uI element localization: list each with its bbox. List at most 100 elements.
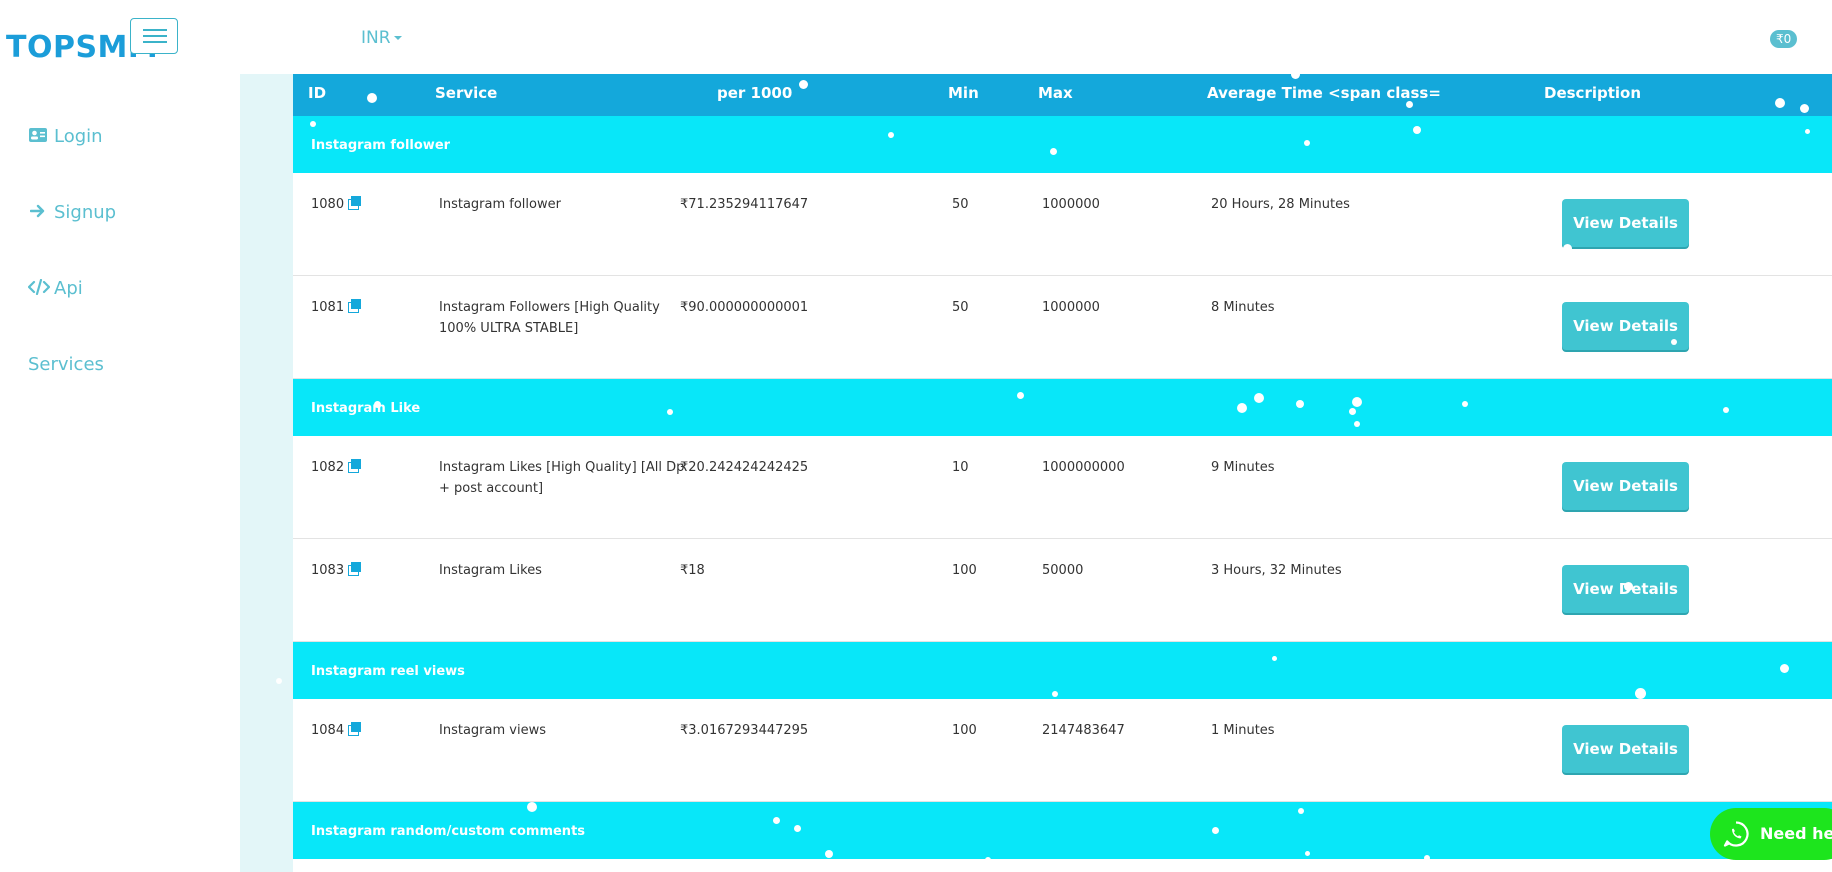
column-header-service: Service [435, 84, 498, 102]
snow-particle [1805, 129, 1810, 134]
copy-icon[interactable] [348, 459, 362, 473]
snow-particle [825, 850, 833, 858]
snow-particle [1291, 70, 1300, 79]
copy-icon[interactable] [348, 562, 362, 576]
snow-particle [374, 401, 381, 408]
service-average-time: 8 Minutes [1211, 300, 1275, 315]
currency-label: INR [361, 28, 391, 48]
service-average-time: 1 Minutes [1211, 723, 1275, 738]
sidebar-item-api[interactable]: Api [27, 278, 83, 299]
snow-particle [773, 817, 780, 824]
snow-particle [1424, 855, 1430, 861]
snow-particle [1406, 101, 1413, 108]
service-id: 1080 [311, 194, 362, 215]
snow-particle [1354, 421, 1360, 427]
snow-particle [1671, 339, 1677, 345]
snow-particle [799, 80, 808, 89]
service-rate: ₹18 [680, 563, 705, 578]
snow-particle [1272, 656, 1277, 661]
snow-particle [1780, 664, 1789, 673]
service-id: 1081 [311, 297, 362, 318]
sidebar-item-label: Signup [54, 202, 117, 223]
snow-particle [367, 93, 377, 103]
snow-particle [1237, 403, 1247, 413]
column-header-max: Max [1038, 84, 1073, 102]
service-average-time: 9 Minutes [1211, 460, 1275, 475]
view-details-button[interactable]: View Details [1562, 462, 1689, 510]
view-details-button[interactable]: View Details [1562, 725, 1689, 773]
snow-particle [527, 802, 537, 812]
service-max: 2147483647 [1042, 723, 1125, 738]
service-rate: ₹3.0167293447295 [680, 723, 809, 738]
snow-particle [1212, 827, 1219, 834]
hamburger-icon-line [143, 41, 167, 43]
snow-particle [1413, 126, 1421, 134]
category-title: Instagram reel views [311, 664, 465, 679]
view-details-button[interactable]: View Details [1562, 302, 1689, 350]
service-average-time: 20 Hours, 28 Minutes [1211, 197, 1350, 212]
snow-particle [276, 678, 282, 684]
top-navbar: TOPSMM INR ₹0 [0, 0, 1832, 74]
service-id: 1082 [311, 457, 362, 478]
balance-badge[interactable]: ₹0 [1770, 30, 1798, 48]
service-id: 1083 [311, 560, 362, 581]
sidebar-item-services[interactable]: Services [28, 354, 104, 375]
snow-particle [1296, 400, 1304, 408]
snow-particle [1800, 104, 1809, 113]
hamburger-icon-line [143, 35, 167, 37]
snow-particle [1352, 397, 1362, 407]
snow-particle [667, 409, 673, 415]
menu-toggle-button[interactable] [130, 18, 178, 54]
view-details-button[interactable]: View Details [1562, 199, 1689, 247]
services-table: ID Service per 1000 Min Max Average Time… [293, 74, 1832, 872]
column-header-min: Min [948, 84, 979, 102]
copy-icon[interactable] [348, 722, 362, 736]
snow-particle [1775, 98, 1785, 108]
snow-particle [1254, 393, 1264, 403]
whatsapp-help-button[interactable]: Need help? [1710, 808, 1832, 860]
category-title: Instagram Like [311, 401, 421, 416]
code-icon [27, 278, 51, 299]
service-name: Instagram views [439, 723, 546, 738]
snow-particle [1298, 808, 1304, 814]
category-row: Instagram reel views [293, 642, 1832, 699]
table-row: 1080 Instagram follower ₹71.235294117647… [293, 173, 1832, 276]
snow-particle [1304, 140, 1310, 146]
copy-icon[interactable] [348, 196, 362, 210]
table-row: 1081 Instagram Followers [High Quality 1… [293, 276, 1832, 379]
sidebar-item-label: Login [54, 126, 103, 147]
column-header-id: ID [308, 84, 327, 102]
snow-particle [1635, 688, 1646, 699]
id-card-icon [28, 127, 48, 146]
service-max: 1000000000 [1042, 460, 1125, 475]
snow-particle [1017, 392, 1024, 399]
service-min: 100 [952, 563, 977, 578]
service-min: 100 [952, 723, 977, 738]
service-min: 50 [952, 197, 969, 212]
service-name: Instagram Followers [High Quality 100% U… [439, 300, 660, 336]
service-id: 1084 [311, 720, 362, 741]
snow-particle [310, 121, 316, 127]
caret-down-icon [393, 36, 402, 40]
service-rate: ₹71.235294117647 [680, 197, 809, 212]
sidebar-item-login[interactable]: Login [28, 126, 103, 147]
sidebar: Login Signup Api Services [0, 74, 240, 872]
service-name: Instagram follower [439, 197, 561, 212]
sidebar-item-signup[interactable]: Signup [28, 202, 116, 223]
snow-particle [985, 857, 991, 863]
service-rate: ₹20.242424242425 [680, 460, 809, 475]
arrow-right-icon [28, 203, 48, 222]
snow-particle [888, 132, 894, 138]
snow-particle [1723, 407, 1729, 413]
currency-dropdown[interactable]: INR [361, 28, 402, 48]
category-row: Instagram Like [293, 379, 1832, 436]
hamburger-icon-line [143, 29, 167, 31]
snow-particle [1305, 851, 1310, 856]
snow-particle [1624, 582, 1633, 591]
service-max: 50000 [1042, 563, 1084, 578]
column-header-description: Description [1544, 84, 1642, 102]
copy-icon[interactable] [348, 299, 362, 313]
column-header-average-time: Average Time <span class= [1207, 84, 1441, 102]
column-header-rate: per 1000 [717, 84, 793, 102]
service-name: Instagram Likes [439, 563, 542, 578]
